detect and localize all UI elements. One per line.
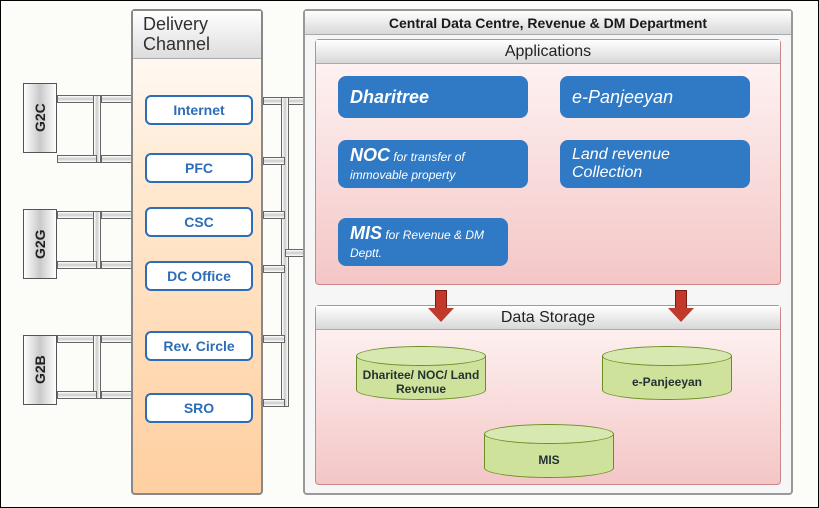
applications-title: Applications [316,40,780,64]
app-epanjeeyan: e-Panjeeyan [560,76,750,118]
connector [57,211,97,219]
connector [285,249,305,257]
app-mis: MIS for Revenue & DM Deptt. [338,218,508,266]
channel-csc: CSC [145,207,253,237]
connector [101,261,133,269]
app-label: Land revenue Collection [572,146,738,182]
connector [263,265,285,273]
db-label: Dharitee/ NOC/ Land Revenue [357,368,485,396]
datacentre-panel: Central Data Centre, Revenue & DM Depart… [303,9,793,495]
connector [93,335,101,399]
connector [57,155,97,163]
connector [57,261,97,269]
storage-panel: Data Storage Dharitee/ NOC/ Land Revenue… [315,305,781,485]
datacentre-title: Central Data Centre, Revenue & DM Depart… [305,11,791,35]
db-label: MIS [538,453,559,467]
connector [57,391,97,399]
connector [263,335,285,343]
connector [101,155,133,163]
connector [93,95,101,163]
delivery-channel-panel: Delivery Channel Internet PFC CSC DC Off… [131,9,263,495]
category-g2c: G2C [23,83,57,153]
db-label: e-Panjeeyan [632,375,702,389]
down-arrow-icon [668,290,694,325]
applications-panel: Applications Dharitree e-Panjeeyan NOC f… [315,39,781,285]
connector [101,391,133,399]
connector [101,95,133,103]
channel-sro: SRO [145,393,253,423]
delivery-channel-title: Delivery Channel [133,11,261,59]
connector [101,211,133,219]
channel-pfc: PFC [145,153,253,183]
app-label: MIS for Revenue & DM Deptt. [350,223,496,261]
db-dharitee-noc-landrev: Dharitee/ NOC/ Land Revenue [356,346,486,400]
app-noc: NOC for transfer of immovable property [338,140,528,188]
storage-title: Data Storage [316,306,780,330]
connector [101,335,133,343]
db-mis: MIS [484,424,614,478]
category-g2b: G2B [23,335,57,405]
app-label: NOC for transfer of immovable property [350,145,516,183]
app-land-revenue: Land revenue Collection [560,140,750,188]
channel-dc-office: DC Office [145,261,253,291]
category-g2g: G2G [23,209,57,279]
connector [57,335,97,343]
db-epanjeeyan: e-Panjeeyan [602,346,732,400]
diagram-canvas: G2C G2G G2B Delivery Channel Internet PF… [0,0,819,508]
connector [263,399,285,407]
app-dharitree: Dharitree [338,76,528,118]
channel-internet: Internet [145,95,253,125]
channel-rev-circle: Rev. Circle [145,331,253,361]
connector [263,157,285,165]
connector [57,95,97,103]
down-arrow-icon [428,290,454,325]
app-label: e-Panjeeyan [572,87,738,108]
connector [263,211,285,219]
app-label: Dharitree [350,87,516,108]
